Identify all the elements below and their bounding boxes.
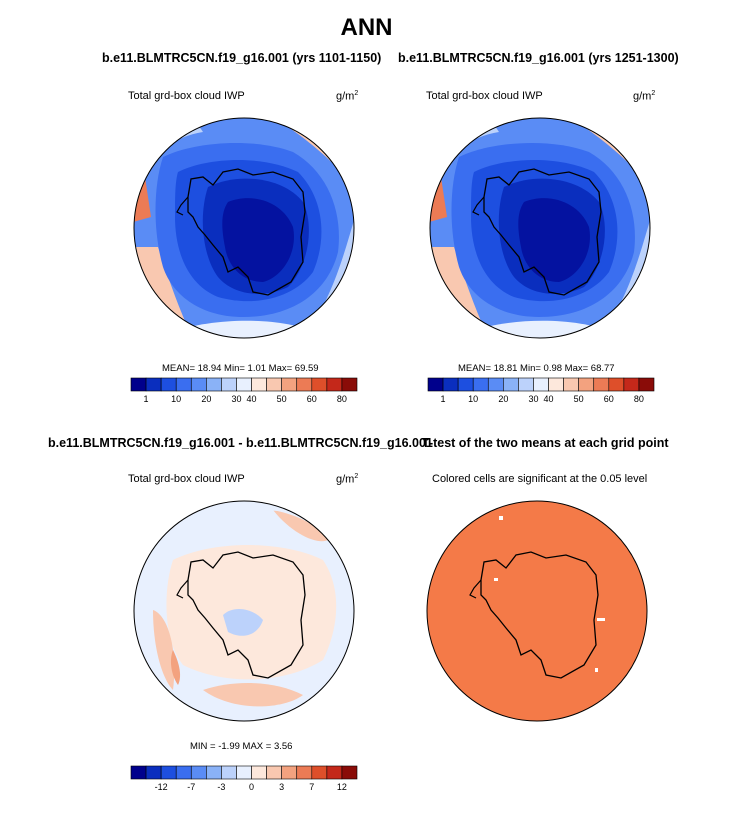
panel4-map [426,500,648,722]
colorbar-box [442,377,459,392]
panel2-units: g/m2 [633,90,656,103]
colorbar-box [206,765,222,780]
colorbar-label: 60 [306,394,317,404]
panel3-subtitle: Total grd-box cloud IWP [128,473,245,485]
colorbar-label: 12 [336,782,347,792]
colorbar-box [518,377,534,392]
colorbar-label: 80 [336,394,347,404]
colorbar-box [427,377,444,392]
colorbar-label: -3 [217,782,226,792]
colorbar-box [266,377,282,392]
colorbar-label: 30 [231,394,242,404]
panel3-colorbar [130,765,358,780]
panel1-map [133,117,355,339]
colorbar-box [160,765,177,780]
colorbar-label: 60 [603,394,614,404]
colorbar-box [281,377,298,392]
colorbar-label: 50 [276,394,287,404]
colorbar-box [578,377,595,392]
colorbar-box [190,765,207,780]
panel4-title: T-test of the two means at each grid poi… [422,436,669,450]
figure-title: ANN [340,14,393,41]
colorbar-label: 0 [249,782,255,792]
panel3-map [133,500,355,722]
significance-fill [427,501,647,721]
colorbar-label: 30 [528,394,539,404]
colorbar-box [130,377,147,392]
panel1-colorbar-labels: 1 10 20 30 40 50 60 80 [131,394,357,406]
colorbar-label: 40 [246,394,257,404]
colorbar-box [266,765,282,780]
colorbar-box [206,377,222,392]
panel3-units: g/m2 [336,473,359,486]
panel1-units: g/m2 [336,90,359,103]
colorbar-box [175,765,192,780]
panel3-stats: MIN = -1.99 MAX = 3.56 [190,741,293,752]
colorbar-box [281,765,298,780]
panel3-colorbar-labels: -12 -7 -3 0 3 7 12 [131,782,357,794]
antarctica-coastline [187,168,306,296]
colorbar-label: 1 [440,394,446,404]
antarctica-coastline [483,168,602,296]
colorbar-box [533,377,549,392]
colorbar-box [160,377,177,392]
colorbar-box [236,765,252,780]
colorbar-label: 20 [201,394,212,404]
colorbar-box [341,765,358,780]
colorbar-box [341,377,358,392]
panel2-title: b.e11.BLMTRC5CN.f19_g16.001 (yrs 1251-13… [398,51,679,65]
colorbar-box [251,765,267,780]
colorbar-label: 1 [143,394,149,404]
panel4-subtitle: Colored cells are significant at the 0.0… [432,473,648,485]
colorbar-box [145,377,162,392]
colorbar-box [457,377,474,392]
colorbar-box [221,377,237,392]
colorbar-label: 80 [633,394,644,404]
colorbar-box [311,765,328,780]
colorbar-box [236,377,252,392]
panel1-title: b.e11.BLMTRC5CN.f19_g16.001 (yrs 1101-11… [102,51,382,65]
colorbar-label: 10 [468,394,479,404]
colorbar-box [296,765,313,780]
panel1-stats: MEAN= 18.94 Min= 1.01 Max= 69.59 [162,363,319,374]
colorbar-box [145,765,162,780]
colorbar-box [487,377,504,392]
panel1-subtitle: Total grd-box cloud IWP [128,90,245,102]
antarctica-coastline [480,551,599,679]
colorbar-label: 3 [279,782,285,792]
antarctica-coastline [187,551,306,679]
panel2-colorbar [427,377,655,392]
colorbar-box [563,377,579,392]
colorbar-box [608,377,625,392]
colorbar-box [175,377,192,392]
panel2-map [429,117,651,339]
colorbar-label: -7 [187,782,196,792]
colorbar-label: 7 [309,782,315,792]
colorbar-box [221,765,237,780]
colorbar-label: 20 [498,394,509,404]
panel3-title: b.e11.BLMTRC5CN.f19_g16.001 - b.e11.BLMT… [48,436,433,450]
colorbar-label: 10 [171,394,182,404]
colorbar-box [548,377,564,392]
colorbar-box [251,377,267,392]
panel2-colorbar-labels: 1 10 20 30 40 50 60 80 [428,394,654,406]
colorbar-box [638,377,655,392]
colorbar-box [130,765,147,780]
colorbar-label: -12 [154,782,168,792]
panel2-stats: MEAN= 18.81 Min= 0.98 Max= 68.77 [458,363,615,374]
colorbar-box [503,377,519,392]
colorbar-box [326,377,343,392]
colorbar-box [190,377,207,392]
colorbar-box [311,377,328,392]
colorbar-label: 40 [543,394,554,404]
panel1-colorbar [130,377,358,392]
colorbar-box [623,377,640,392]
colorbar-box [593,377,610,392]
colorbar-box [326,765,343,780]
colorbar-box [296,377,313,392]
colorbar-label: 50 [573,394,584,404]
panel2-subtitle: Total grd-box cloud IWP [426,90,543,102]
colorbar-box [472,377,489,392]
